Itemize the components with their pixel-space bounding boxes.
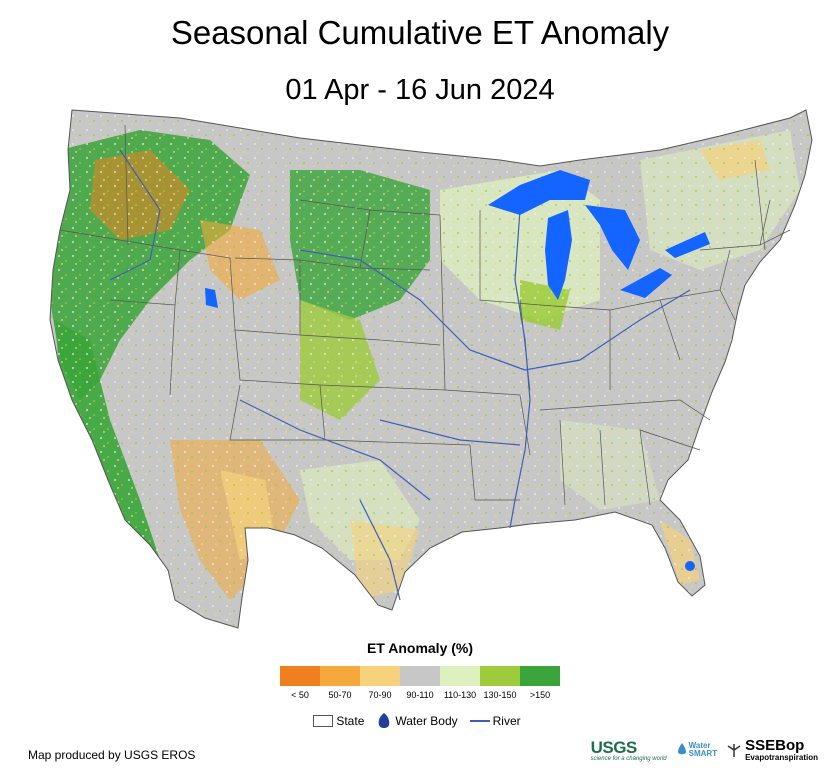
legend-title: ET Anomaly (%) xyxy=(366,640,474,656)
legend-swatch xyxy=(280,666,320,686)
legend-swatch xyxy=(440,666,480,686)
legend-label: >150 xyxy=(529,690,551,700)
legend-swatch xyxy=(520,666,560,686)
key-water: Water Body xyxy=(376,712,458,730)
water-bodies xyxy=(205,170,710,571)
legend-label: 110-130 xyxy=(443,690,477,700)
key-river-label: River xyxy=(492,714,521,728)
usgs-logo: USGS science for a changing world xyxy=(591,738,667,762)
watersmart-line2: SMART xyxy=(688,749,718,758)
legend-label: 90-110 xyxy=(406,690,434,700)
turbine-icon xyxy=(727,744,741,757)
water-drop-icon xyxy=(379,713,390,728)
legend-label: < 50 xyxy=(291,690,309,700)
legend-swatch xyxy=(360,666,400,686)
river-line-icon xyxy=(469,720,490,722)
rivers xyxy=(109,149,691,601)
legend-label: 50-70 xyxy=(328,690,352,700)
map-date-range: 01 Apr - 16 Jun 2024 xyxy=(285,74,555,106)
ssebop-subtitle: Evapotranspiration xyxy=(745,753,818,762)
map-title: Seasonal Cumulative ET Anomaly xyxy=(170,14,670,51)
watersmart-line1: Water xyxy=(688,741,711,750)
legend-label: 70-90 xyxy=(368,690,392,700)
credit-text: Map produced by USGS EROS xyxy=(28,748,196,762)
watersmart-logo: Water SMART xyxy=(677,742,717,758)
legend-swatch xyxy=(400,666,440,686)
usgs-wordmark: USGS xyxy=(590,738,638,757)
logo-strip: USGS science for a changing world Water … xyxy=(591,738,818,762)
legend-labels: < 50 50-70 70-90 90-110 110-130 130-150 >150 xyxy=(270,690,570,704)
legend-swatch xyxy=(480,666,520,686)
ssebop-wordmark: SSEBop xyxy=(745,737,805,754)
map-key: State Water Body River xyxy=(0,712,840,730)
legend-swatch xyxy=(320,666,360,686)
legend-swatches xyxy=(280,666,560,686)
state-outline-icon xyxy=(313,715,334,727)
water-drop-icon xyxy=(677,743,686,755)
key-river: River xyxy=(469,714,521,728)
et-anomaly-map xyxy=(49,109,813,629)
key-state-label: State xyxy=(336,714,365,728)
key-state: State xyxy=(313,714,364,728)
legend-label: 130-150 xyxy=(483,690,517,700)
key-water-label: Water Body xyxy=(395,714,458,728)
usgs-tagline: science for a changing world xyxy=(590,756,667,762)
ssebop-logo: SSEBop Evapotranspiration xyxy=(727,738,818,762)
